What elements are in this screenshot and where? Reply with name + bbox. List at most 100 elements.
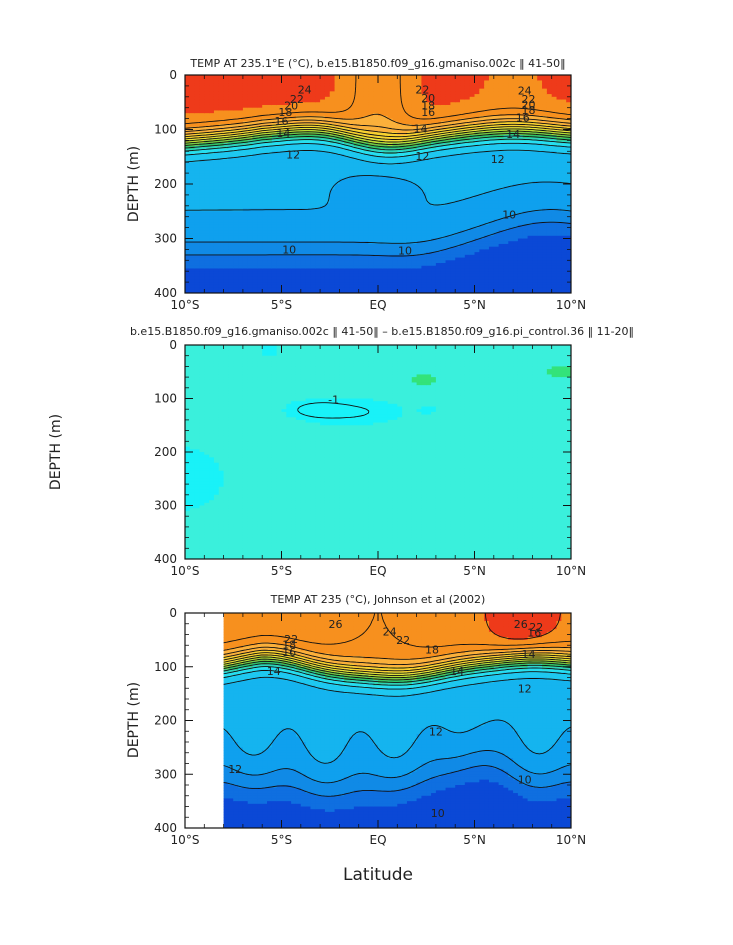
panel-1-contour-fill: [185, 75, 571, 293]
contour-line: [223, 663, 571, 683]
panel-1-ylabel: DEPTH (m): [126, 146, 142, 222]
panel-1-title: TEMP AT 235.1°E (°C), b.e15.B1850.f09_g1…: [189, 57, 565, 70]
contour-label: 18: [522, 104, 536, 117]
panel-2-contour-labels: -1: [328, 394, 339, 407]
contour-label: 16: [527, 626, 541, 639]
panel-2-contour-lines: [297, 402, 370, 419]
contour-line: [484, 613, 561, 640]
contour-label: 16: [275, 115, 289, 128]
x-tick-label: EQ: [369, 298, 386, 312]
contour-label: 18: [282, 638, 296, 651]
contour-label: 12: [429, 725, 443, 738]
contour-line: [185, 121, 571, 135]
contour-label: 12: [491, 153, 505, 166]
contour-line: [223, 660, 571, 681]
contour-line: [223, 669, 571, 690]
contour-label: 14: [414, 123, 428, 136]
contour-label: 10: [502, 209, 516, 222]
contour-label: 26: [514, 618, 528, 631]
contour-label: 12: [228, 763, 242, 776]
contour-line: [185, 75, 571, 125]
contour-line: [185, 142, 571, 158]
panel-3-contour-fill: [185, 613, 571, 828]
x-tick-label: 5°S: [271, 564, 292, 578]
contour-label: 22: [415, 83, 429, 96]
contour-label: 18: [425, 644, 439, 657]
contour-label: 10: [398, 245, 412, 258]
contour-label: 16: [516, 112, 530, 125]
contour-line: [223, 649, 571, 669]
contour-line: [185, 128, 571, 143]
y-tick-label: 400: [154, 552, 177, 566]
x-tick-label: 10°S: [171, 564, 200, 578]
contour-line: [223, 656, 571, 676]
contour-line: [223, 654, 571, 674]
contour-line: [185, 126, 571, 140]
contour-line: [185, 113, 571, 129]
contour-label: 24: [383, 625, 397, 638]
contour-label: 18: [421, 100, 435, 113]
panel-1-contour-lines: [185, 75, 571, 257]
contour-label: 22: [529, 621, 543, 634]
y-tick-label: 200: [154, 177, 177, 191]
panel-2-ylabel: DEPTH (m): [48, 414, 64, 490]
y-tick-label: 300: [154, 232, 177, 246]
contour-label: 22: [290, 93, 304, 106]
y-tick-label: 0: [169, 338, 177, 352]
contour-line: [185, 209, 571, 244]
x-tick-label: EQ: [369, 833, 386, 847]
panel-1-contour-labels: 2422201816141210222018161412102422201816…: [275, 83, 536, 257]
panel-3-ticks: 10°S 5°S EQ 5°N 10°N 0 100 200 300 400: [154, 606, 586, 847]
contour-line: [223, 676, 571, 697]
x-axis-label: Latitude: [343, 865, 413, 885]
x-tick-label: 10°N: [556, 564, 586, 578]
contour-label: 10: [431, 807, 445, 820]
contour-line: [185, 135, 571, 151]
x-tick-label: 10°N: [556, 833, 586, 847]
contour-label: 10: [282, 244, 296, 257]
panel-1-ticks: 10°S 5°S EQ 5°N 10°N 0 100 200 300 400: [154, 68, 586, 312]
contour-line: [223, 719, 571, 764]
contour-label: 14: [450, 665, 464, 678]
panel-3-contour-lines: [223, 613, 571, 797]
contour-line: [223, 658, 571, 679]
y-tick-label: 100: [154, 660, 177, 674]
contour-line: [223, 646, 571, 666]
contour-line: [185, 133, 571, 148]
contour-label: 20: [421, 92, 435, 105]
y-tick-label: 100: [154, 123, 177, 137]
contour-label: 24: [298, 83, 312, 96]
contour-line: [185, 175, 571, 211]
contour-label: 12: [415, 150, 429, 163]
contour-label: 24: [518, 84, 532, 97]
contour-label: 26: [329, 618, 343, 631]
x-tick-label: 10°S: [171, 298, 200, 312]
contour-label: 14: [267, 665, 281, 678]
y-tick-label: 0: [169, 68, 177, 82]
panel-3-title: TEMP AT 235 (°C), Johnson et al (2002): [270, 593, 486, 606]
y-tick-label: 200: [154, 714, 177, 728]
x-tick-label: 5°N: [463, 833, 486, 847]
contour-line: [185, 118, 571, 133]
contour-line: [185, 130, 571, 145]
contour-label: 14: [522, 648, 536, 661]
contour-label: 16: [421, 106, 435, 119]
y-tick-label: 100: [154, 392, 177, 406]
y-tick-label: 300: [154, 767, 177, 781]
contour-line: [185, 221, 571, 257]
contour-label: 22: [522, 93, 536, 106]
panel-2-ticks: 10°S 5°S EQ 5°N 10°N 0 100 200 300 400: [154, 338, 586, 578]
contour-label: 20: [522, 99, 536, 112]
contour-label: 16: [282, 646, 296, 659]
x-tick-label: 5°S: [271, 298, 292, 312]
contour-line: [223, 765, 571, 797]
y-tick-label: 300: [154, 499, 177, 513]
contour-line: [297, 402, 370, 419]
y-tick-label: 400: [154, 286, 177, 300]
panel-2-title: b.e15.B1850.f09_g16.gmaniso.002c ‖ 41-50…: [130, 325, 634, 338]
x-tick-label: 10°N: [556, 298, 586, 312]
panel-2-contour-fill: [185, 345, 571, 559]
panel-3-ylabel: DEPTH (m): [126, 682, 142, 758]
